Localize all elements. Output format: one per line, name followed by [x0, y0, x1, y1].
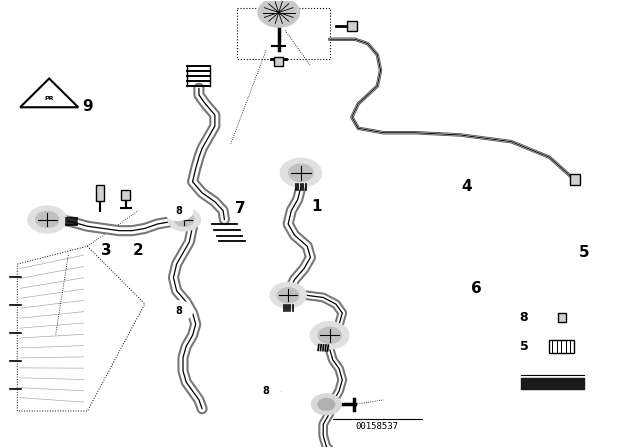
Text: 2: 2: [133, 243, 144, 258]
Circle shape: [252, 381, 280, 401]
Circle shape: [289, 164, 313, 181]
Text: 3: 3: [101, 243, 112, 258]
Circle shape: [318, 399, 335, 410]
Circle shape: [164, 301, 193, 321]
Bar: [570, 174, 580, 185]
Circle shape: [312, 394, 341, 414]
Text: 8: 8: [520, 311, 528, 324]
Bar: [549, 340, 573, 353]
Text: 8: 8: [175, 206, 182, 215]
Text: 00158537: 00158537: [356, 422, 399, 431]
Circle shape: [259, 0, 299, 27]
Circle shape: [318, 327, 341, 343]
Bar: [96, 185, 104, 201]
Text: 9: 9: [82, 99, 93, 113]
Circle shape: [36, 211, 59, 228]
Circle shape: [280, 159, 321, 187]
Text: 1: 1: [312, 199, 322, 214]
Circle shape: [310, 322, 349, 349]
Text: 4: 4: [461, 179, 472, 194]
Circle shape: [164, 201, 193, 220]
Bar: [121, 190, 130, 200]
Bar: [275, 56, 284, 66]
Text: 5: 5: [520, 340, 528, 353]
Text: 7: 7: [235, 201, 246, 216]
FancyBboxPatch shape: [237, 8, 330, 59]
Text: PR: PR: [44, 96, 54, 101]
Bar: [558, 313, 566, 322]
Text: 8: 8: [262, 386, 269, 396]
Text: 5: 5: [579, 246, 589, 260]
Bar: [347, 21, 356, 31]
Text: 6: 6: [471, 281, 481, 296]
Circle shape: [277, 288, 299, 303]
Circle shape: [168, 208, 200, 231]
Text: 8: 8: [175, 306, 182, 316]
Circle shape: [175, 213, 194, 226]
Circle shape: [28, 206, 67, 233]
Circle shape: [270, 283, 306, 308]
